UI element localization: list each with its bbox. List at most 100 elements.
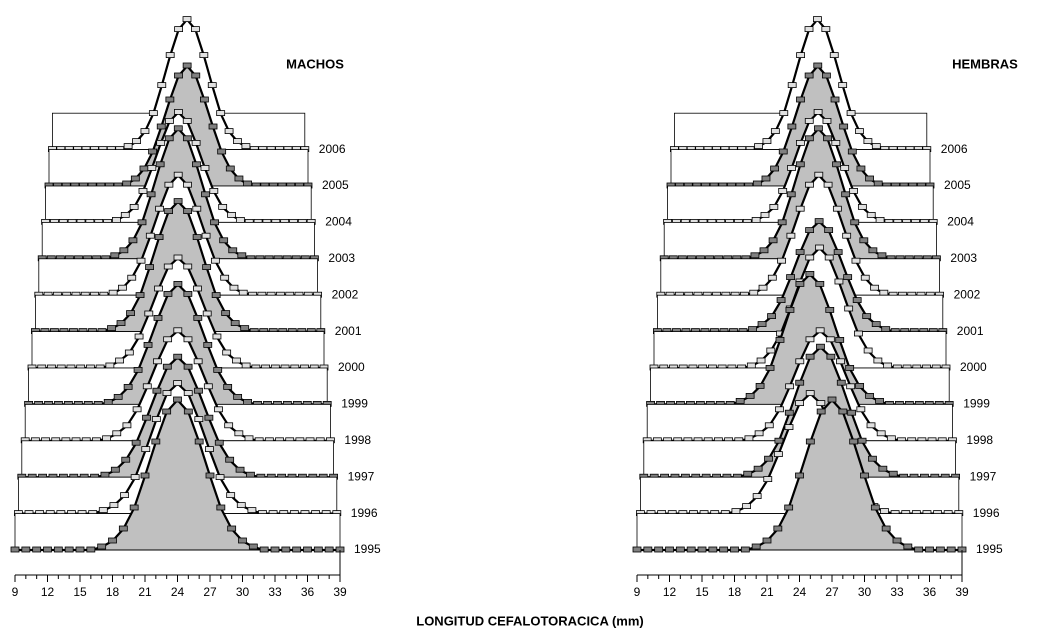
data-point [108,289,118,296]
data-point [229,284,239,291]
data-point [118,284,127,291]
data-point [121,456,131,463]
data-point [795,249,805,256]
data-point [137,219,147,226]
data-point [163,336,173,343]
data-point [145,232,155,239]
data-point [140,128,150,135]
series-label: 2001 [957,324,984,338]
series-label: 1996 [973,506,1000,520]
data-point [122,180,132,187]
data-point [126,310,135,317]
data-point [839,123,849,130]
series-label: 2002 [332,287,359,301]
data-point [202,310,212,317]
data-point [826,353,836,360]
data-point [122,422,132,429]
panel: HEMBRAS 2006 2005 2004 2003 2002 2001 2000 1999 1… [632,16,1018,599]
data-point [236,502,246,509]
data-point [822,118,832,124]
data-point [165,52,175,58]
data-point [107,325,116,332]
data-point [879,289,889,296]
data-point [192,234,202,241]
data-point [875,397,884,404]
data-point [754,143,763,150]
data-point [836,379,846,386]
data-point [243,398,252,405]
data-point [182,118,192,124]
data-point [805,336,815,343]
data-point [156,139,166,146]
data-point [173,125,183,132]
data-point [123,383,133,390]
data-point [824,254,834,261]
data-point [829,52,839,58]
data-point [144,310,154,317]
data-point [878,465,888,472]
data-point [162,363,172,370]
data-point [204,414,214,421]
data-point [199,96,209,103]
data-point [835,336,845,343]
data-point [164,208,173,215]
data-point [742,503,751,510]
data-point [842,232,852,239]
data-point [183,363,193,370]
data-point [151,438,161,445]
data-point [213,366,223,373]
data-point [173,353,183,360]
data-point [193,358,203,365]
data-point [43,546,52,553]
data-point [313,546,323,553]
data-point [866,211,876,218]
data-point [827,396,837,403]
data-point [109,502,119,509]
data-point [765,364,775,371]
data-point [805,270,815,277]
data-point [270,546,280,553]
data-point [183,263,193,270]
data-point [233,393,243,400]
data-point [868,247,878,254]
data-point [821,26,831,33]
data-point [238,289,248,296]
data-point [173,327,183,334]
data-point [237,252,247,259]
x-tick-label: 15 [73,585,87,599]
data-point [173,380,183,387]
data-point [815,327,825,334]
data-point [208,123,218,130]
data-point [883,362,892,369]
x-tick-label: 39 [955,585,969,599]
data-point [210,257,220,264]
data-point [110,252,120,259]
data-point [840,164,850,171]
data-point [708,546,718,553]
data-point [857,437,867,444]
data-point [758,284,768,291]
data-point [153,314,163,321]
data-point [154,234,164,241]
data-point [847,148,857,155]
data-point [796,52,805,58]
data-point [795,472,804,479]
data-point [785,383,795,390]
data-point [855,128,864,135]
data-point [136,257,146,264]
series-label: 1998 [966,433,993,447]
data-point [148,110,158,116]
data-point [815,280,825,287]
data-point [225,456,235,463]
data-point [860,274,870,281]
series-label: 2004 [947,215,974,229]
data-point [795,161,805,168]
data-point [813,109,823,115]
data-point [886,435,896,442]
data-point [183,336,193,343]
data-point [53,546,63,553]
data-point [761,175,771,182]
x-tick-label: 12 [41,585,55,599]
data-point [852,297,862,304]
data-point [745,392,755,399]
